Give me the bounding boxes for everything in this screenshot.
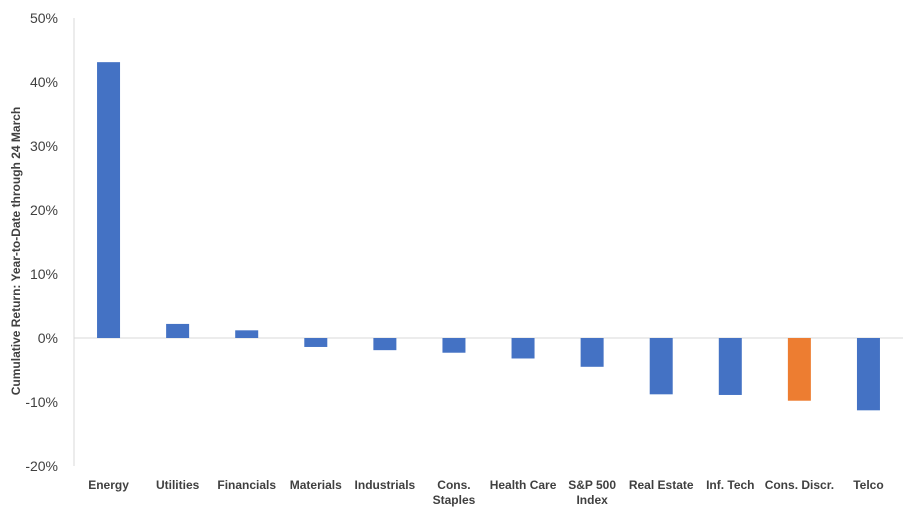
- bar: [718, 338, 742, 395]
- bar: [166, 323, 190, 338]
- bar: [235, 330, 259, 338]
- category-label: Real Estate: [629, 478, 694, 492]
- bar: [511, 338, 535, 359]
- bar: [580, 338, 604, 367]
- category-label: Cons. Staples: [433, 478, 476, 507]
- category-label: S&P 500 Index: [568, 478, 616, 507]
- category-label: Health Care: [490, 478, 557, 492]
- bar: [649, 338, 673, 395]
- bar: [373, 338, 397, 351]
- y-tick-label: 30%: [30, 138, 58, 154]
- category-label: Telco: [853, 478, 883, 492]
- y-tick-label: -20%: [25, 458, 58, 474]
- category-label: Cons. Discr.: [765, 478, 834, 492]
- category-label: Industrials: [355, 478, 416, 492]
- bar: [787, 338, 811, 401]
- bar: [856, 338, 880, 411]
- category-label: Financials: [217, 478, 276, 492]
- y-tick-label: 20%: [30, 202, 58, 218]
- y-tick-label: -10%: [25, 394, 58, 410]
- category-label: Materials: [290, 478, 342, 492]
- bar: [304, 338, 328, 347]
- y-tick-labels: -20% -10% 0% 10% 20% 30% 40% 50%: [25, 10, 58, 474]
- axes: [73, 18, 903, 466]
- category-label: Energy: [88, 478, 129, 492]
- category-label: Utilities: [156, 478, 200, 492]
- bar: [442, 338, 466, 353]
- y-tick-label: 40%: [30, 74, 58, 90]
- y-tick-label: 0%: [38, 330, 58, 346]
- bars: [97, 62, 880, 411]
- category-labels: Energy Utilities Financials Materials Indust…: [88, 478, 883, 507]
- category-label: Inf. Tech: [706, 478, 754, 492]
- y-tick-label: 10%: [30, 266, 58, 282]
- y-tick-label: 50%: [30, 10, 58, 26]
- bar: [97, 62, 121, 338]
- y-axis-title: Cumulative Return: Year-to-Date through …: [9, 107, 23, 396]
